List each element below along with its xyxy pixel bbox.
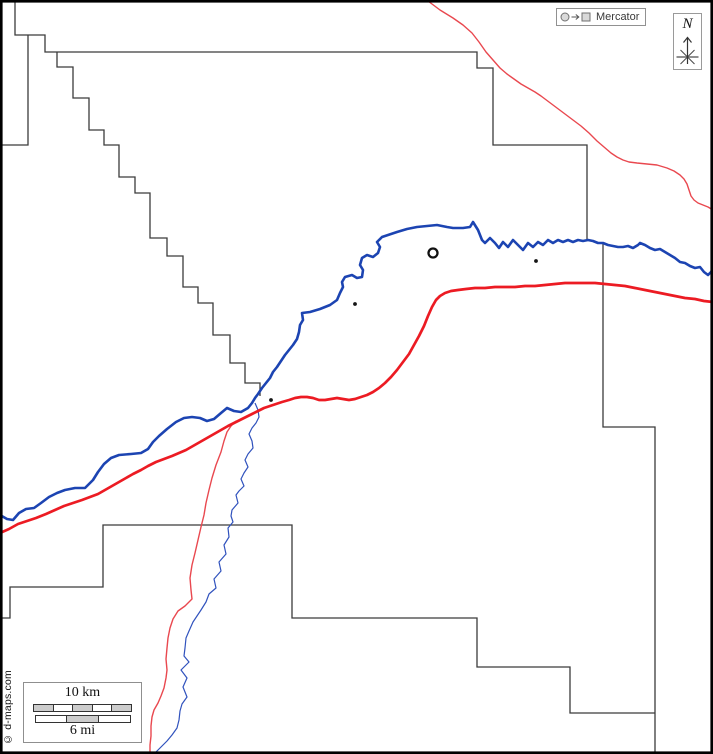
county-boundary-staircase bbox=[56, 52, 261, 396]
scale-segment bbox=[73, 705, 93, 712]
scale-segment bbox=[98, 716, 130, 723]
projection-legend: Mercator bbox=[556, 8, 647, 26]
arrow-head-icon bbox=[575, 14, 580, 20]
scale-mi-bar bbox=[34, 715, 131, 724]
projection-label: Mercator bbox=[596, 10, 640, 23]
projection-legend-icons bbox=[560, 12, 591, 22]
scale-bar: 10 km 6 mi bbox=[23, 682, 142, 743]
scale-segment bbox=[35, 716, 68, 723]
compass-star-icon bbox=[676, 36, 699, 64]
river-main bbox=[0, 220, 713, 522]
credit-text: © d-maps.com bbox=[2, 670, 14, 746]
circle-icon bbox=[560, 12, 570, 22]
scale-mi-label: 6 mi bbox=[69, 723, 96, 739]
road-northeast bbox=[427, 0, 713, 211]
road-south bbox=[149, 420, 237, 753]
scale-segment bbox=[53, 705, 74, 712]
scale-km-label: 10 km bbox=[64, 685, 101, 700]
compass-rose: N bbox=[673, 13, 702, 70]
town-dot-marker-2 bbox=[534, 259, 538, 263]
road-main bbox=[0, 281, 713, 535]
scale-segment bbox=[112, 705, 131, 712]
county-boundary-corner-sliver bbox=[2, 35, 29, 146]
scale-km-bar bbox=[33, 704, 132, 713]
scale-segment bbox=[67, 716, 99, 723]
scale-segment bbox=[34, 705, 54, 712]
town-dot-marker-1 bbox=[353, 302, 357, 306]
county-boundary-south bbox=[2, 524, 655, 714]
county-boundary-northwest bbox=[14, 1, 588, 240]
river-tributary bbox=[155, 402, 260, 753]
county-boundary-east bbox=[602, 243, 656, 753]
square-icon bbox=[581, 12, 591, 22]
city-ring-marker bbox=[427, 247, 439, 259]
scale-segment bbox=[92, 705, 113, 712]
north-label: N bbox=[682, 16, 693, 32]
town-dot-marker-3 bbox=[269, 398, 273, 402]
